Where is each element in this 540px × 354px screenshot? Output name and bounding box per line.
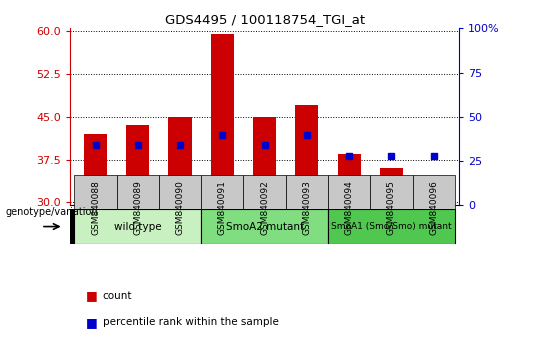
Bar: [84, 134, 107, 202]
Text: GSM840095: GSM840095: [387, 180, 396, 235]
Bar: [286, 175, 328, 209]
Text: ■: ■: [86, 316, 98, 329]
Text: GSM840092: GSM840092: [260, 180, 269, 235]
Text: wild type: wild type: [114, 222, 161, 232]
Bar: [211, 34, 234, 202]
Text: GSM840094: GSM840094: [345, 180, 354, 235]
Bar: [422, 182, 446, 202]
Bar: [75, 209, 201, 244]
Bar: [201, 175, 244, 209]
Text: GSM840090: GSM840090: [176, 180, 185, 235]
Text: GSM840088: GSM840088: [91, 180, 100, 235]
Bar: [295, 105, 319, 202]
Text: GSM840091: GSM840091: [218, 180, 227, 235]
Bar: [338, 154, 361, 202]
Text: GSM840093: GSM840093: [302, 180, 312, 235]
Bar: [370, 175, 413, 209]
Bar: [380, 168, 403, 202]
Bar: [126, 125, 150, 202]
Title: GDS4495 / 100118754_TGI_at: GDS4495 / 100118754_TGI_at: [165, 13, 364, 26]
Bar: [159, 175, 201, 209]
Text: ■: ■: [86, 289, 98, 302]
Text: GSM840089: GSM840089: [133, 180, 143, 235]
Bar: [328, 175, 370, 209]
Bar: [328, 209, 455, 244]
Bar: [244, 175, 286, 209]
Text: GSM840096: GSM840096: [429, 180, 438, 235]
Text: genotype/variation: genotype/variation: [5, 207, 98, 217]
Bar: [201, 209, 328, 244]
Text: SmoA1 (Smo/Smo) mutant: SmoA1 (Smo/Smo) mutant: [331, 222, 451, 231]
Bar: [75, 175, 117, 209]
Text: count: count: [103, 291, 132, 301]
Text: percentile rank within the sample: percentile rank within the sample: [103, 317, 279, 327]
Text: SmoA2 mutant: SmoA2 mutant: [226, 222, 303, 232]
Bar: [253, 117, 276, 202]
Bar: [117, 175, 159, 209]
Bar: [413, 175, 455, 209]
Bar: [168, 117, 192, 202]
